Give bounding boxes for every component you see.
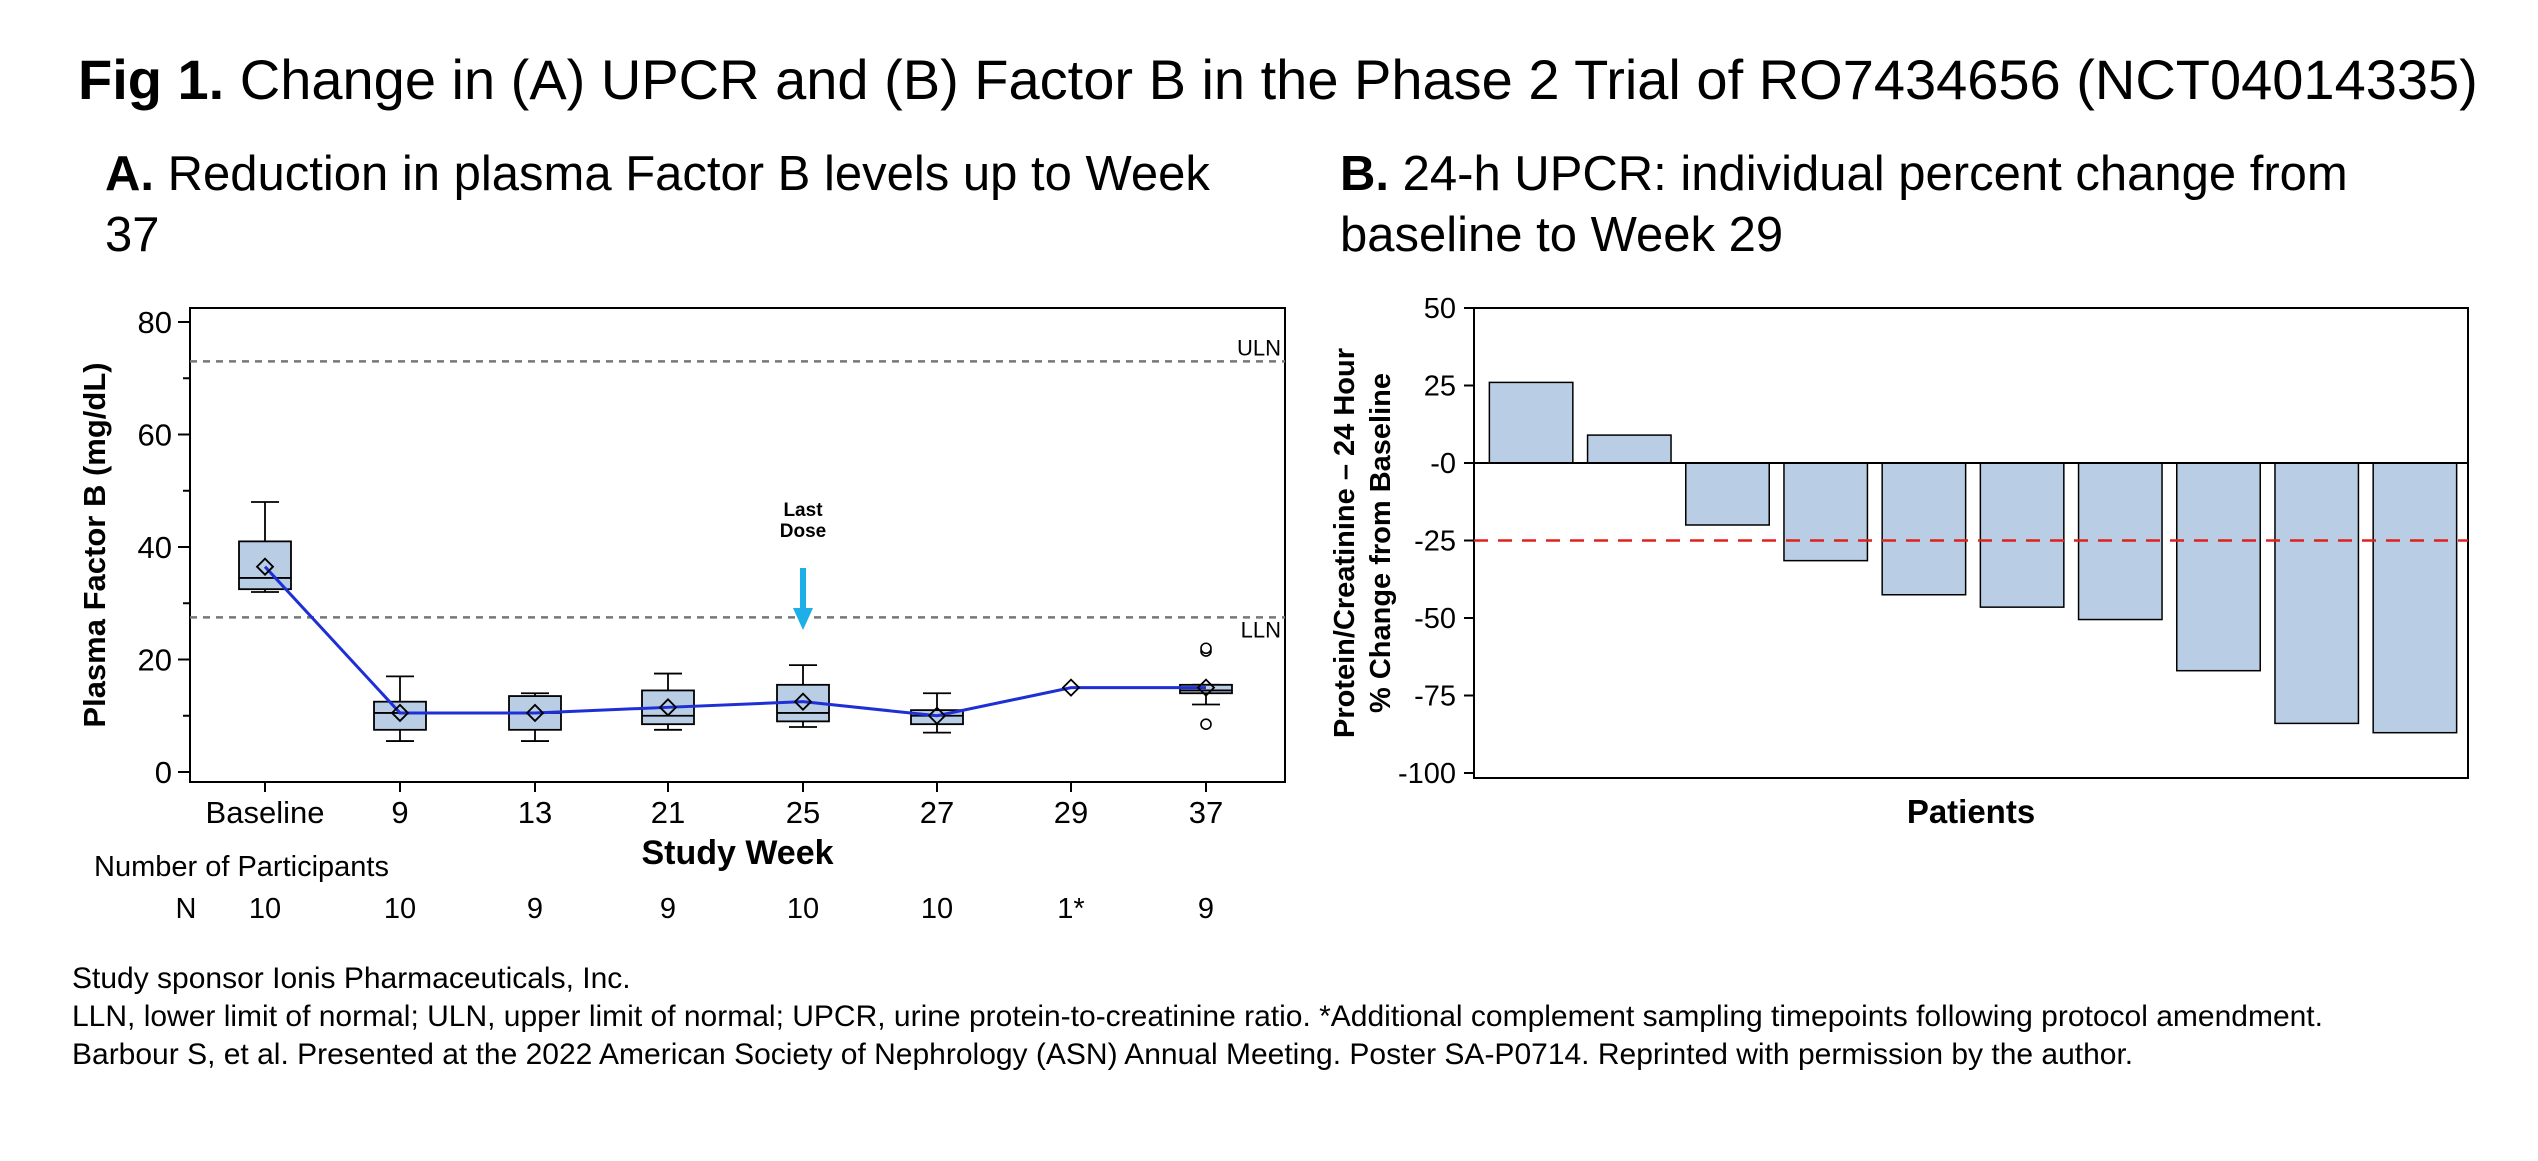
chart-b-upcr: 50 25 -0 -25 -50 -75 -100 Protein/Creatinine – … bbox=[1329, 293, 2469, 830]
figure-title-text: Change in (A) UPCR and (B) Factor B in t… bbox=[239, 48, 2478, 111]
panel-b-title-text: 24-h UPCR: individual percent change fro… bbox=[1340, 147, 2348, 262]
box-iqr bbox=[373, 700, 427, 731]
panel-a-title-text: Reduction in plasma Factor B levels up t… bbox=[105, 147, 1210, 262]
outlier-point bbox=[1200, 642, 1212, 655]
panel-a-label: A. bbox=[105, 147, 154, 201]
x-axis-label: Study Week bbox=[641, 834, 833, 872]
patient-bar bbox=[2274, 462, 2360, 725]
participant-count: 10 bbox=[384, 893, 416, 925]
mean-marker bbox=[793, 692, 813, 711]
x-tick-label: Baseline bbox=[206, 795, 325, 830]
x-tick-label: 9 bbox=[391, 795, 408, 830]
x-axis-label: Patients bbox=[1907, 793, 2035, 830]
reference-label-lln: LLN bbox=[1241, 617, 1281, 642]
y-tick-label: -50 bbox=[1414, 603, 1456, 635]
y-tick-label: 40 bbox=[138, 530, 172, 565]
participant-count: 1* bbox=[1057, 893, 1084, 925]
y-tick-label: 0 bbox=[155, 755, 172, 790]
panel-b-title: B. 24-h UPCR: individual percent change … bbox=[1340, 144, 2490, 266]
panel-a-title: A. Reduction in plasma Factor B levels u… bbox=[105, 144, 1255, 266]
y-tick-label: -0 bbox=[1430, 448, 1456, 480]
y-tick-label: 50 bbox=[1424, 293, 1456, 325]
patient-bar bbox=[1685, 462, 1770, 526]
y-tick-label: -75 bbox=[1414, 681, 1456, 713]
mean-marker bbox=[255, 557, 275, 576]
patient-bar bbox=[2176, 462, 2261, 672]
participant-count: 9 bbox=[660, 893, 676, 925]
mean-marker bbox=[927, 706, 947, 726]
annotation-arrow-head bbox=[793, 608, 813, 630]
footer: Study sponsor Ionis Pharmaceuticals, Inc… bbox=[72, 960, 2323, 1074]
plot-frame-b bbox=[1473, 307, 2469, 779]
x-tick-label: 29 bbox=[1054, 795, 1088, 830]
patient-bar bbox=[1979, 462, 2065, 608]
reference-label-uln: ULN bbox=[1237, 335, 1281, 360]
x-tick-label: 27 bbox=[920, 795, 954, 830]
y-axis-label-line2: % Change from Baseline bbox=[1365, 373, 1397, 713]
y-tick-label: 20 bbox=[138, 643, 172, 678]
y-axis-label: Plasma Factor B (mg/dL) bbox=[77, 362, 112, 727]
patient-bar bbox=[2372, 462, 2458, 734]
participant-count: 10 bbox=[921, 893, 953, 925]
y-tick-label: -100 bbox=[1398, 758, 1456, 790]
patient-bar bbox=[1783, 462, 1869, 562]
x-tick-label: 25 bbox=[786, 795, 820, 830]
mean-marker bbox=[525, 703, 545, 723]
y-axis-label-line1: Protein/Creatinine – 24 Hour bbox=[1329, 348, 1361, 738]
x-tick-label: 37 bbox=[1189, 795, 1223, 830]
figure-label: Fig 1. bbox=[78, 48, 225, 111]
y-tick-label: 80 bbox=[138, 305, 172, 340]
annotation-dose: Dose bbox=[780, 521, 826, 542]
annotation-last: Last bbox=[783, 500, 823, 521]
x-tick-label: 13 bbox=[518, 795, 552, 830]
y-tick-label: 60 bbox=[138, 418, 172, 453]
participant-count: 10 bbox=[249, 893, 281, 925]
mean-line bbox=[263, 565, 1206, 718]
footer-sponsor: Study sponsor Ionis Pharmaceuticals, Inc… bbox=[72, 962, 631, 995]
footer-citation: Barbour S, et al. Presented at the 2022 … bbox=[72, 1038, 2134, 1071]
patient-bar bbox=[1881, 462, 1967, 596]
patient-bar bbox=[1488, 381, 1574, 464]
participants-heading: Number of Participants bbox=[94, 851, 389, 883]
participant-count: 10 bbox=[787, 893, 819, 925]
participant-count: 9 bbox=[527, 893, 543, 925]
mean-marker bbox=[658, 698, 678, 717]
panel-b-label: B. bbox=[1340, 147, 1389, 201]
mean-marker bbox=[1196, 678, 1216, 697]
footer-abbreviations: LLN, lower limit of normal; ULN, upper l… bbox=[72, 1000, 2323, 1033]
mean-marker bbox=[1061, 678, 1081, 697]
y-tick-label: 25 bbox=[1424, 371, 1456, 403]
mean-marker bbox=[390, 703, 410, 723]
plot-frame-a bbox=[189, 307, 1286, 783]
y-tick-label: -25 bbox=[1414, 526, 1456, 558]
chart-a-factor-b: 0 20 40 60 80 Plasma Factor B (mg/dL) ULN LLN Ba… bbox=[77, 305, 1286, 925]
patient-bar bbox=[1586, 434, 1672, 464]
x-tick-label: 21 bbox=[651, 795, 685, 830]
outlier-point bbox=[1200, 718, 1212, 730]
participants-row-label: N bbox=[176, 893, 197, 925]
participant-count: 9 bbox=[1198, 893, 1214, 925]
figure-title: Fig 1. Change in (A) UPCR and (B) Factor… bbox=[78, 44, 2478, 116]
box-iqr bbox=[238, 540, 292, 591]
